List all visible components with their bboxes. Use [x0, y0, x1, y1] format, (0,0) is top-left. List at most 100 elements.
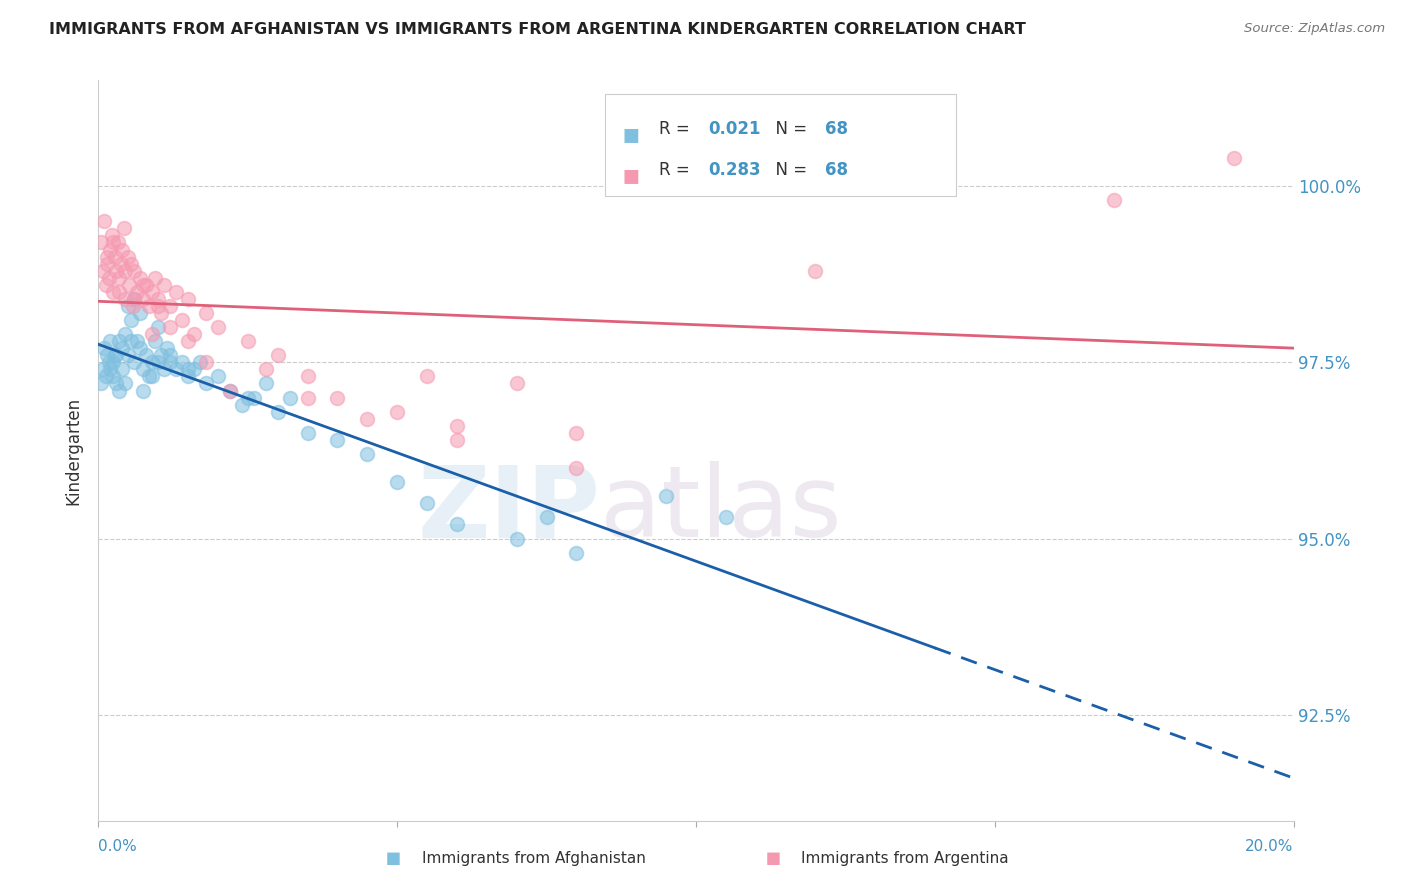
Point	[104, 250, 127, 264]
Text: ▪: ▪	[385, 847, 402, 870]
Point	[714, 510, 737, 524]
Text: N =: N =	[765, 161, 813, 178]
Point	[159, 299, 181, 313]
Point	[153, 362, 176, 376]
Point	[150, 348, 173, 362]
Point	[103, 235, 125, 250]
Point	[172, 313, 194, 327]
Point	[231, 398, 253, 412]
Text: 0.021: 0.021	[709, 120, 761, 138]
Point	[385, 405, 409, 419]
Point	[159, 355, 181, 369]
Point	[122, 299, 145, 313]
Point	[103, 355, 125, 369]
Point	[297, 425, 319, 440]
Point	[98, 243, 122, 257]
Point	[108, 285, 131, 299]
Point	[254, 376, 277, 391]
Point	[127, 334, 149, 348]
Point	[195, 306, 218, 320]
Point	[565, 546, 588, 560]
Point	[108, 270, 131, 285]
Point	[177, 292, 200, 306]
Point	[156, 341, 179, 355]
Point	[124, 263, 146, 277]
Point	[177, 334, 200, 348]
Point	[148, 292, 170, 306]
Point	[104, 348, 127, 362]
Point	[98, 334, 122, 348]
Point	[127, 285, 149, 299]
Point	[254, 362, 277, 376]
Point	[219, 384, 242, 398]
Point	[117, 250, 139, 264]
Text: Source: ZipAtlas.com: Source: ZipAtlas.com	[1244, 22, 1385, 36]
Point	[105, 263, 128, 277]
Point	[195, 376, 218, 391]
Point	[172, 355, 194, 369]
Point	[94, 369, 117, 384]
Point	[124, 292, 146, 306]
Text: 0.283: 0.283	[709, 161, 761, 178]
Point	[165, 285, 187, 299]
Text: ▪: ▪	[621, 161, 640, 188]
Point	[111, 341, 134, 355]
Point	[103, 285, 125, 299]
Point	[804, 263, 827, 277]
Point	[297, 391, 319, 405]
Point	[100, 228, 122, 243]
Point	[114, 292, 136, 306]
Point	[278, 391, 301, 405]
Point	[110, 257, 132, 271]
Point	[177, 369, 200, 384]
Point	[506, 376, 529, 391]
Point	[111, 243, 134, 257]
Point	[114, 263, 136, 277]
Point	[536, 510, 558, 524]
Point	[118, 277, 141, 292]
Text: R =: R =	[659, 161, 696, 178]
Point	[93, 214, 115, 228]
Point	[124, 292, 146, 306]
Point	[96, 348, 118, 362]
Point	[129, 270, 152, 285]
Point	[446, 418, 468, 433]
Point	[195, 355, 218, 369]
Text: Immigrants from Afghanistan: Immigrants from Afghanistan	[422, 851, 645, 865]
Point	[105, 376, 128, 391]
Point	[117, 299, 139, 313]
Point	[148, 320, 170, 334]
Point	[138, 369, 160, 384]
Point	[120, 334, 142, 348]
Point	[111, 362, 134, 376]
Point	[446, 517, 468, 532]
Point	[159, 320, 181, 334]
Point	[416, 369, 439, 384]
Point	[565, 425, 588, 440]
Point	[267, 348, 290, 362]
Point	[446, 433, 468, 447]
Point	[114, 376, 136, 391]
Point	[385, 475, 409, 490]
Point	[143, 270, 166, 285]
Point	[114, 327, 136, 342]
Point	[1223, 151, 1246, 165]
Text: 68: 68	[825, 161, 848, 178]
Point	[120, 257, 142, 271]
Point	[143, 334, 166, 348]
Text: ▪: ▪	[621, 120, 640, 148]
Point	[153, 277, 176, 292]
Point	[98, 355, 121, 369]
Point	[177, 362, 200, 376]
Point	[132, 362, 155, 376]
Point	[159, 348, 181, 362]
Point	[207, 320, 229, 334]
Point	[236, 391, 259, 405]
Point	[219, 384, 242, 398]
Point	[90, 235, 112, 250]
Point	[655, 489, 678, 503]
Point	[112, 221, 135, 235]
Point	[91, 362, 114, 376]
Y-axis label: Kindergarten: Kindergarten	[65, 396, 83, 505]
Point	[124, 355, 146, 369]
